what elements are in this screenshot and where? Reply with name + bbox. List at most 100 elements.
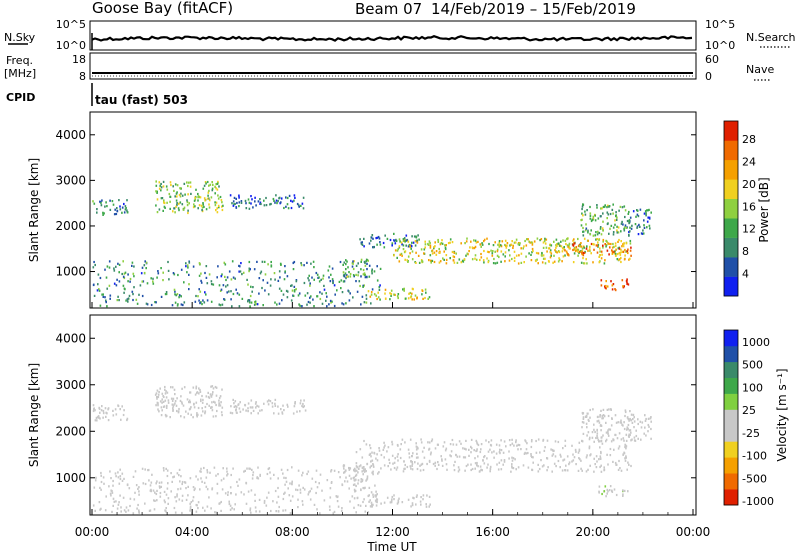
- velocity-cell: [637, 437, 639, 440]
- velocity-cell: [559, 453, 562, 456]
- power-cell: [155, 184, 158, 187]
- velocity-cell: [202, 410, 204, 413]
- power-cell: [438, 247, 440, 251]
- velocity-cell: [258, 498, 261, 501]
- velocity-cell: [189, 509, 191, 512]
- power-cell: [118, 271, 120, 274]
- velocity-cell: [572, 459, 575, 462]
- velocity-cell: [121, 405, 123, 408]
- velocity-cell: [397, 444, 399, 447]
- velocity-cell: [595, 455, 598, 458]
- velocity-cell: [200, 399, 202, 403]
- velocity-cell: [419, 500, 422, 503]
- power-cell: [207, 194, 209, 197]
- power-cell: [286, 203, 289, 206]
- power-region-2: [229, 194, 305, 210]
- velocity-cell: [355, 484, 357, 488]
- velocity-cell: [251, 406, 253, 409]
- power-cell: [199, 263, 201, 266]
- power-cell: [408, 292, 410, 295]
- velocity-cell: [386, 496, 389, 499]
- power-cell: [258, 292, 260, 295]
- velocity-cell: [92, 404, 95, 407]
- power-cell: [528, 240, 530, 243]
- velocity-cell: [311, 477, 314, 480]
- velocity-cell: [211, 401, 213, 404]
- velocity-cell: [154, 499, 156, 502]
- power-cell: [602, 244, 604, 247]
- power-cell: [118, 263, 121, 266]
- velocity-cell: [177, 411, 180, 414]
- power-cell: [402, 244, 405, 247]
- velocity-cell: [628, 419, 630, 422]
- power-cell: [598, 255, 600, 258]
- velocity-cell: [212, 415, 215, 418]
- velocity-cell: [643, 432, 645, 435]
- velocity-cell: [299, 488, 302, 491]
- velocity-cell: [562, 447, 564, 450]
- power-cell: [606, 211, 609, 214]
- velocity-cell: [157, 395, 160, 399]
- power-cell: [648, 216, 651, 219]
- power-cell: [470, 240, 472, 243]
- power-cell: [649, 227, 651, 230]
- velocity-cell: [348, 468, 351, 471]
- power-cell: [646, 220, 649, 223]
- velocity-cell: [190, 406, 192, 409]
- power-cell: [92, 266, 95, 269]
- velocity-cell: [361, 480, 364, 483]
- velocity-cell: [205, 485, 208, 488]
- velocity-cell: [404, 463, 406, 467]
- velocity-cell: [97, 415, 100, 418]
- power-ytick-label: 3000: [55, 173, 86, 187]
- velocity-cell: [645, 417, 647, 421]
- power-cell: [180, 268, 183, 271]
- velocity-cell: [482, 459, 484, 462]
- power-cell: [113, 213, 116, 216]
- power-cell: [396, 249, 399, 252]
- power-cell: [145, 267, 147, 270]
- velocity-cell: [159, 491, 162, 495]
- velocity-cell: [228, 500, 230, 503]
- power-cell: [115, 212, 118, 216]
- velocity-cell: [582, 417, 585, 420]
- power-cell: [367, 290, 370, 293]
- power-cell: [102, 213, 104, 216]
- velocity-cell: [220, 411, 223, 414]
- power-cell: [502, 253, 505, 256]
- power-cell: [98, 288, 100, 291]
- power-cell: [203, 197, 206, 200]
- velocity-cell: [369, 466, 371, 469]
- power-cell: [589, 205, 591, 209]
- power-cell: [193, 203, 195, 206]
- velocity-cell: [417, 456, 419, 459]
- velocity-cell: [378, 471, 380, 474]
- power-cell: [647, 216, 649, 219]
- velocity-cell: [121, 479, 124, 482]
- power-cell: [117, 295, 119, 298]
- power-cell: [602, 212, 604, 215]
- power-cell: [121, 272, 123, 276]
- velocity-cell: [401, 501, 404, 504]
- power-cell: [439, 243, 442, 246]
- power-cell: [531, 247, 534, 251]
- power-cell: [114, 208, 116, 211]
- power-cell: [404, 250, 407, 253]
- power-cell: [333, 284, 336, 287]
- power-cell: [141, 280, 144, 283]
- velocity-cell: [627, 423, 630, 427]
- velocity-cell: [332, 512, 335, 515]
- power-cell: [650, 211, 652, 214]
- velocity-cell: [189, 407, 192, 410]
- power-cell: [369, 295, 372, 298]
- velocity-cell: [355, 462, 358, 465]
- power-cell: [617, 247, 620, 250]
- power-cell: [352, 267, 355, 271]
- power-cell: [363, 237, 365, 240]
- power-cell: [490, 249, 492, 252]
- velocity-cell: [254, 402, 257, 405]
- power-cell: [332, 279, 334, 283]
- velocity-cell: [263, 499, 266, 503]
- power-cell: [298, 205, 300, 208]
- velocity-cell: [627, 490, 629, 493]
